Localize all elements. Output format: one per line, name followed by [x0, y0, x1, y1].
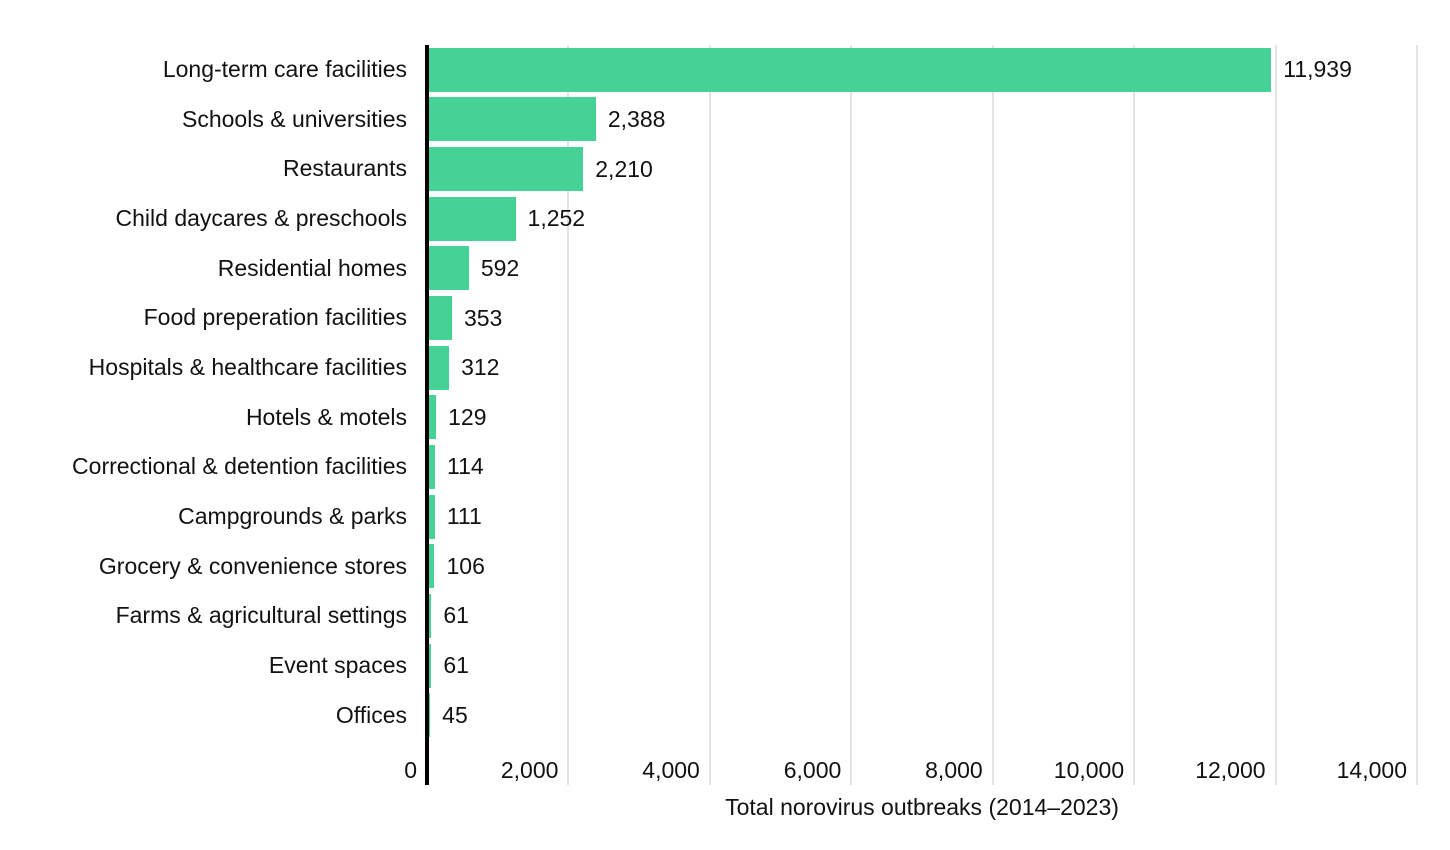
- category-label: Event spaces: [268, 651, 407, 678]
- category-label: Campgrounds & parks: [178, 502, 407, 529]
- value-label: 61: [443, 602, 469, 629]
- bar-track: 11,939: [427, 47, 1417, 92]
- bar-row: Event spaces 61: [0, 641, 1450, 691]
- gridline: [991, 45, 994, 785]
- value-label: 11,939: [1283, 56, 1352, 83]
- category-label: Correctional & detention facilities: [72, 453, 407, 480]
- value-label: 106: [446, 552, 485, 579]
- value-label: 45: [442, 701, 468, 728]
- bar-row: Offices 45: [0, 690, 1450, 740]
- bar-track: 2,210: [427, 147, 1417, 192]
- x-tick-label: 8,000: [925, 757, 983, 783]
- value-label: 2,388: [607, 105, 666, 132]
- bar-track: 129: [427, 395, 1417, 440]
- x-tick-label: 0: [404, 757, 417, 783]
- value-label: 312: [461, 354, 500, 381]
- x-tick-label: 14,000: [1336, 757, 1407, 783]
- value-label: 1,252: [527, 205, 586, 232]
- x-tick-label: 2,000: [500, 757, 559, 783]
- bar: [427, 47, 1272, 92]
- bar: [427, 544, 435, 589]
- gridline: [850, 45, 853, 785]
- bar-track: 45: [427, 693, 1417, 738]
- bar-track: 1,252: [427, 196, 1417, 241]
- value-label: 111: [446, 503, 482, 530]
- category-label: Grocery & convenience stores: [98, 552, 407, 579]
- value-label: 2,210: [595, 155, 653, 182]
- y-axis-zero-line: [425, 45, 429, 785]
- category-label: Hospitals & healthcare facilities: [88, 354, 407, 381]
- value-label: 61: [443, 652, 469, 678]
- bar: [427, 395, 437, 440]
- bar-row: Campgrounds & parks 111: [0, 492, 1450, 542]
- value-label: 129: [448, 403, 487, 430]
- bar: [427, 97, 596, 142]
- bar-row: Restaurants 2,210: [0, 144, 1450, 194]
- gridline: [1133, 45, 1136, 785]
- bar-row: Schools & universities 2,388: [0, 95, 1450, 145]
- bar-row: Long-term care facilities 11,939: [0, 45, 1450, 95]
- category-label: Hotels & motels: [245, 403, 407, 430]
- bar: [427, 593, 432, 638]
- gridline: [708, 45, 711, 785]
- category-label: Schools & universities: [182, 105, 407, 132]
- category-label: Long-term care facilities: [162, 56, 407, 83]
- gridline: [1274, 45, 1277, 785]
- bar-row: Hospitals & healthcare facilities 312: [0, 343, 1450, 393]
- gridline: [1416, 45, 1418, 785]
- x-tick-label: 4,000: [642, 757, 700, 783]
- category-label: Residential homes: [217, 254, 407, 281]
- bar-row: Residential homes 592: [0, 244, 1450, 294]
- x-tick-label: 10,000: [1053, 757, 1125, 783]
- bar-track: 111: [427, 494, 1417, 539]
- value-label: 353: [463, 304, 503, 331]
- bar-track: 106: [427, 544, 1417, 589]
- category-label: Restaurants: [282, 155, 407, 182]
- bar-row: Child daycares & preschools 1,252: [0, 194, 1450, 244]
- bar-row: Correctional & detention facilities 114: [0, 442, 1450, 492]
- bar: [427, 643, 432, 688]
- bar: [427, 494, 435, 539]
- bar-track: 61: [427, 593, 1417, 638]
- bar-track: 2,388: [427, 97, 1417, 142]
- bar: [427, 444, 436, 489]
- bar-row: Farms & agricultural settings 61: [0, 591, 1450, 641]
- bar-row: Food preperation facilities 353: [0, 293, 1450, 343]
- x-axis-title: Total norovirus outbreaks (2014–2023): [725, 794, 1119, 820]
- value-label: 114: [447, 453, 484, 480]
- bar-track: 61: [427, 643, 1417, 688]
- bar-row: Grocery & convenience stores 106: [0, 541, 1450, 591]
- bar-track: 114: [427, 444, 1417, 489]
- category-label: Farms & agricultural settings: [115, 602, 407, 629]
- bar: [427, 246, 469, 291]
- bar: [427, 296, 452, 341]
- category-label: Food preperation facilities: [143, 304, 407, 331]
- bar: [427, 345, 450, 390]
- bar-rows: Long-term care facilities 11,939 Schools…: [0, 45, 1450, 740]
- x-tick-label: 12,000: [1195, 757, 1266, 783]
- bar: [427, 196, 516, 241]
- x-tick-label: 6,000: [783, 757, 842, 783]
- bar-row: Hotels & motels 129: [0, 392, 1450, 442]
- bar: [427, 147, 584, 192]
- bar-track: 353: [427, 296, 1417, 341]
- gridline: [567, 45, 570, 785]
- value-label: 592: [480, 254, 520, 281]
- bar-track: 312: [427, 345, 1417, 390]
- plot-area: 0 2,000 4,000 6,000 8,000 10,000 12,000 …: [404, 45, 1418, 785]
- category-label: Child daycares & preschools: [115, 205, 407, 232]
- bar-track: 592: [427, 246, 1417, 291]
- category-label: Offices: [335, 701, 407, 728]
